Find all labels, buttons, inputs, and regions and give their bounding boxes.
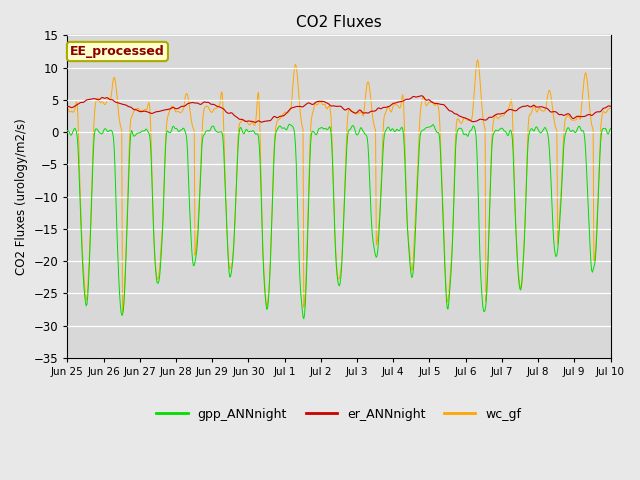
Text: EE_processed: EE_processed [70,45,164,58]
Title: CO2 Fluxes: CO2 Fluxes [296,15,382,30]
Legend: gpp_ANNnight, er_ANNnight, wc_gf: gpp_ANNnight, er_ANNnight, wc_gf [151,403,527,426]
Y-axis label: CO2 Fluxes (urology/m2/s): CO2 Fluxes (urology/m2/s) [15,118,28,275]
